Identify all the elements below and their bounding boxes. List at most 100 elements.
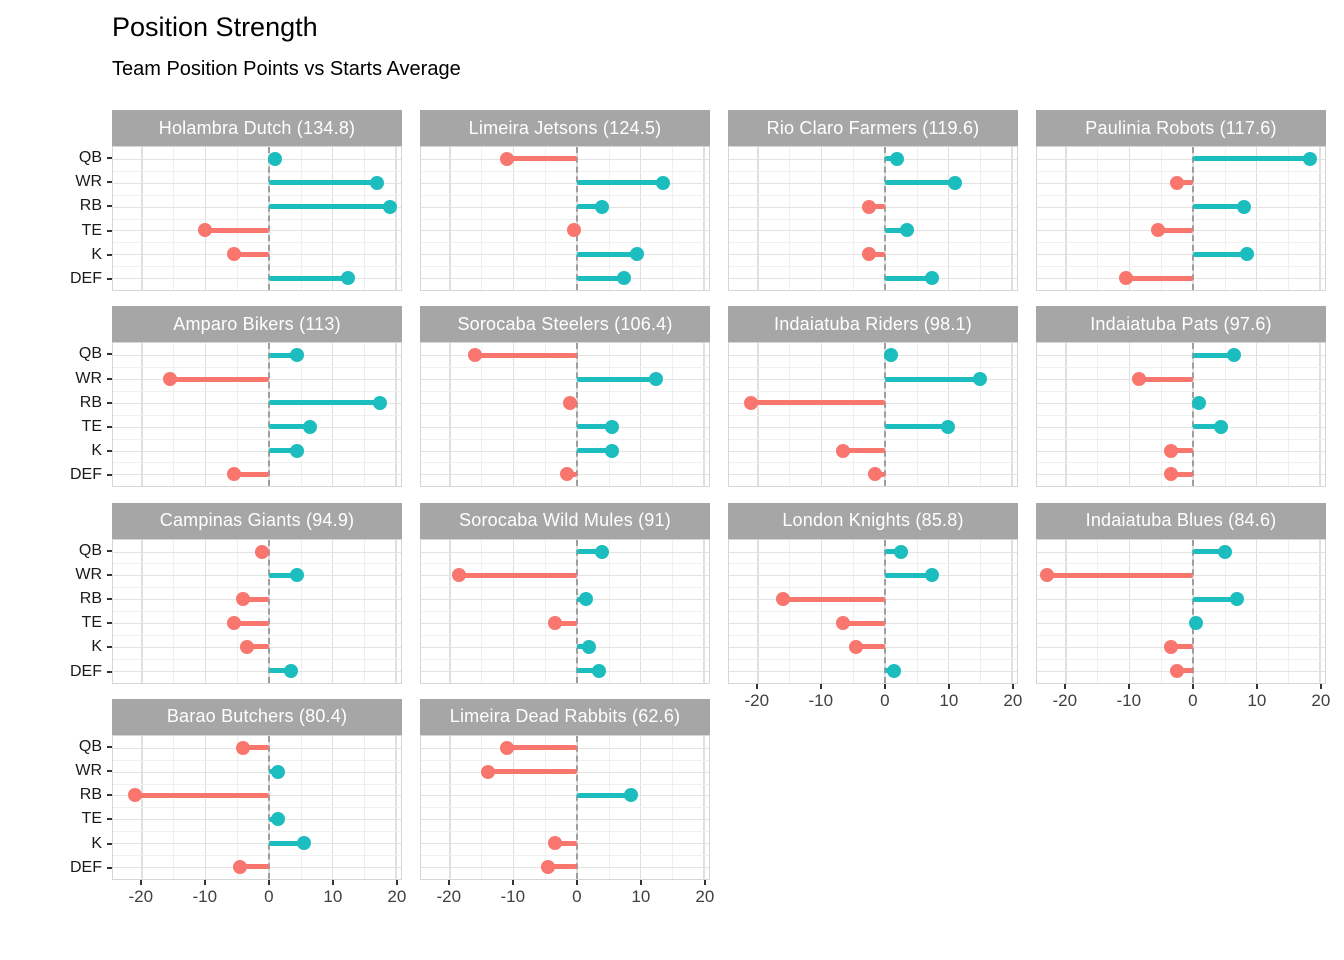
- facet-holambra-dutch: Holambra Dutch (134.8) QB WR RB TE K DEF: [70, 110, 402, 291]
- y-tick-mark: [107, 866, 112, 869]
- lollipop-stem: [856, 644, 885, 650]
- gridline-minor: [113, 170, 401, 172]
- gridline-major: [729, 182, 1017, 184]
- x-tick-mark: [267, 879, 270, 885]
- gridline-minor: [729, 563, 1017, 565]
- x-tick-mark: [1319, 683, 1322, 689]
- lollipop-stem: [1192, 251, 1247, 257]
- lollipop-dot: [1169, 663, 1184, 678]
- x-tick-label: 0: [572, 886, 582, 906]
- lollipop-dot: [1150, 223, 1165, 238]
- x-axis: -20 -10 0 10 20: [728, 683, 1022, 718]
- lollipop-dot: [236, 592, 251, 607]
- y-axis-label: WR: [75, 762, 102, 780]
- lollipop-stem: [884, 227, 907, 233]
- facet-strip-title: Sorocaba Steelers (106.4): [420, 306, 710, 343]
- lollipop-dot: [236, 740, 251, 755]
- y-axis-label: WR: [75, 369, 102, 387]
- gridline-major: [113, 426, 401, 428]
- facet-barao-butchers: Barao Butchers (80.4) QB WR RB TE K DEF -20 -10 0…: [70, 698, 406, 914]
- lollipop-stem: [576, 792, 631, 798]
- gridline-minor: [1037, 218, 1325, 220]
- y-tick-mark: [107, 794, 112, 797]
- zero-baseline: [267, 343, 270, 487]
- x-tick-label: 10: [323, 886, 343, 906]
- lollipop-stem: [135, 792, 269, 798]
- lollipop-dot: [893, 544, 908, 559]
- lollipop-dot: [128, 788, 143, 803]
- lollipop-stem: [884, 376, 981, 382]
- lollipop-dot: [776, 592, 791, 607]
- lollipop-dot: [868, 467, 883, 482]
- y-axis-label: K: [91, 245, 102, 263]
- facet-panel: [728, 146, 1018, 291]
- lollipop-dot: [271, 812, 286, 827]
- lollipop-dot: [1236, 199, 1251, 214]
- facet-strip-title: Limeira Jetsons (124.5): [420, 110, 710, 146]
- gridline-major: [729, 278, 1017, 280]
- gridline-major: [1037, 402, 1325, 404]
- x-tick-mark: [639, 879, 642, 885]
- x-tick-mark: [703, 879, 706, 885]
- gridline-major: [421, 182, 709, 184]
- gridline-minor: [113, 266, 401, 268]
- gridline-minor: [421, 587, 709, 589]
- lollipop-dot: [382, 199, 397, 214]
- gridline-minor: [113, 759, 401, 761]
- lollipop-dot: [1239, 247, 1254, 262]
- y-tick-mark: [107, 205, 112, 208]
- y-tick-mark: [107, 377, 112, 380]
- gridline-minor: [1037, 414, 1325, 416]
- facet-limeira-jetsons: Limeira Jetsons (124.5): [420, 110, 710, 291]
- x-tick-mark: [1127, 683, 1130, 689]
- x-tick-mark: [447, 879, 450, 885]
- x-tick-mark: [947, 683, 950, 689]
- lollipop-stem: [1170, 644, 1193, 650]
- x-tick-label: 10: [939, 690, 959, 710]
- y-axis-label: K: [91, 834, 102, 852]
- facet-strip-title: Limeira Dead Rabbits (62.6): [420, 698, 710, 735]
- gridline-minor: [421, 194, 709, 196]
- lollipop-stem: [268, 204, 390, 210]
- y-axis-label: QB: [78, 345, 102, 363]
- gridline-minor: [421, 563, 709, 565]
- gridline-major: [1037, 623, 1325, 624]
- x-tick-label: -20: [1052, 690, 1078, 710]
- gridline-major: [113, 819, 401, 821]
- gridline-major: [113, 182, 401, 184]
- lollipop-dot: [163, 372, 178, 387]
- lollipop-dot: [592, 663, 606, 678]
- lollipop-stem: [1192, 549, 1225, 554]
- lollipop-dot: [341, 271, 356, 286]
- y-tick-mark: [107, 622, 112, 625]
- lollipop-dot: [268, 151, 283, 166]
- lollipop-stem: [884, 424, 949, 430]
- x-tick-label: 20: [1311, 690, 1331, 710]
- gridline-major: [729, 670, 1017, 672]
- gridline-minor: [729, 611, 1017, 613]
- y-tick-mark: [107, 157, 112, 160]
- lollipop-dot: [630, 247, 645, 262]
- facet-panel: [112, 342, 402, 488]
- lollipop-stem: [240, 864, 269, 870]
- lollipop-stem: [506, 156, 577, 162]
- zero-baseline: [575, 735, 578, 879]
- lollipop-dot: [226, 616, 241, 630]
- lollipop-dot: [373, 395, 388, 410]
- lollipop-dot: [973, 372, 988, 387]
- lollipop-stem: [170, 376, 269, 382]
- zero-baseline: [883, 539, 886, 683]
- lollipop-stem: [268, 840, 304, 846]
- lollipop-dot: [1163, 639, 1178, 654]
- lollipop-dot: [563, 395, 578, 410]
- x-tick-label: 0: [264, 886, 274, 906]
- facet-panel: [728, 538, 1018, 684]
- gridline-major: [421, 278, 709, 280]
- lollipop-dot: [604, 419, 619, 434]
- gridline-major: [421, 450, 709, 452]
- page-title: Position Strength: [112, 12, 318, 42]
- lollipop-stem: [233, 251, 269, 257]
- gridline-minor: [113, 658, 401, 660]
- lollipop-stem: [576, 204, 603, 210]
- gridline-major: [113, 402, 401, 404]
